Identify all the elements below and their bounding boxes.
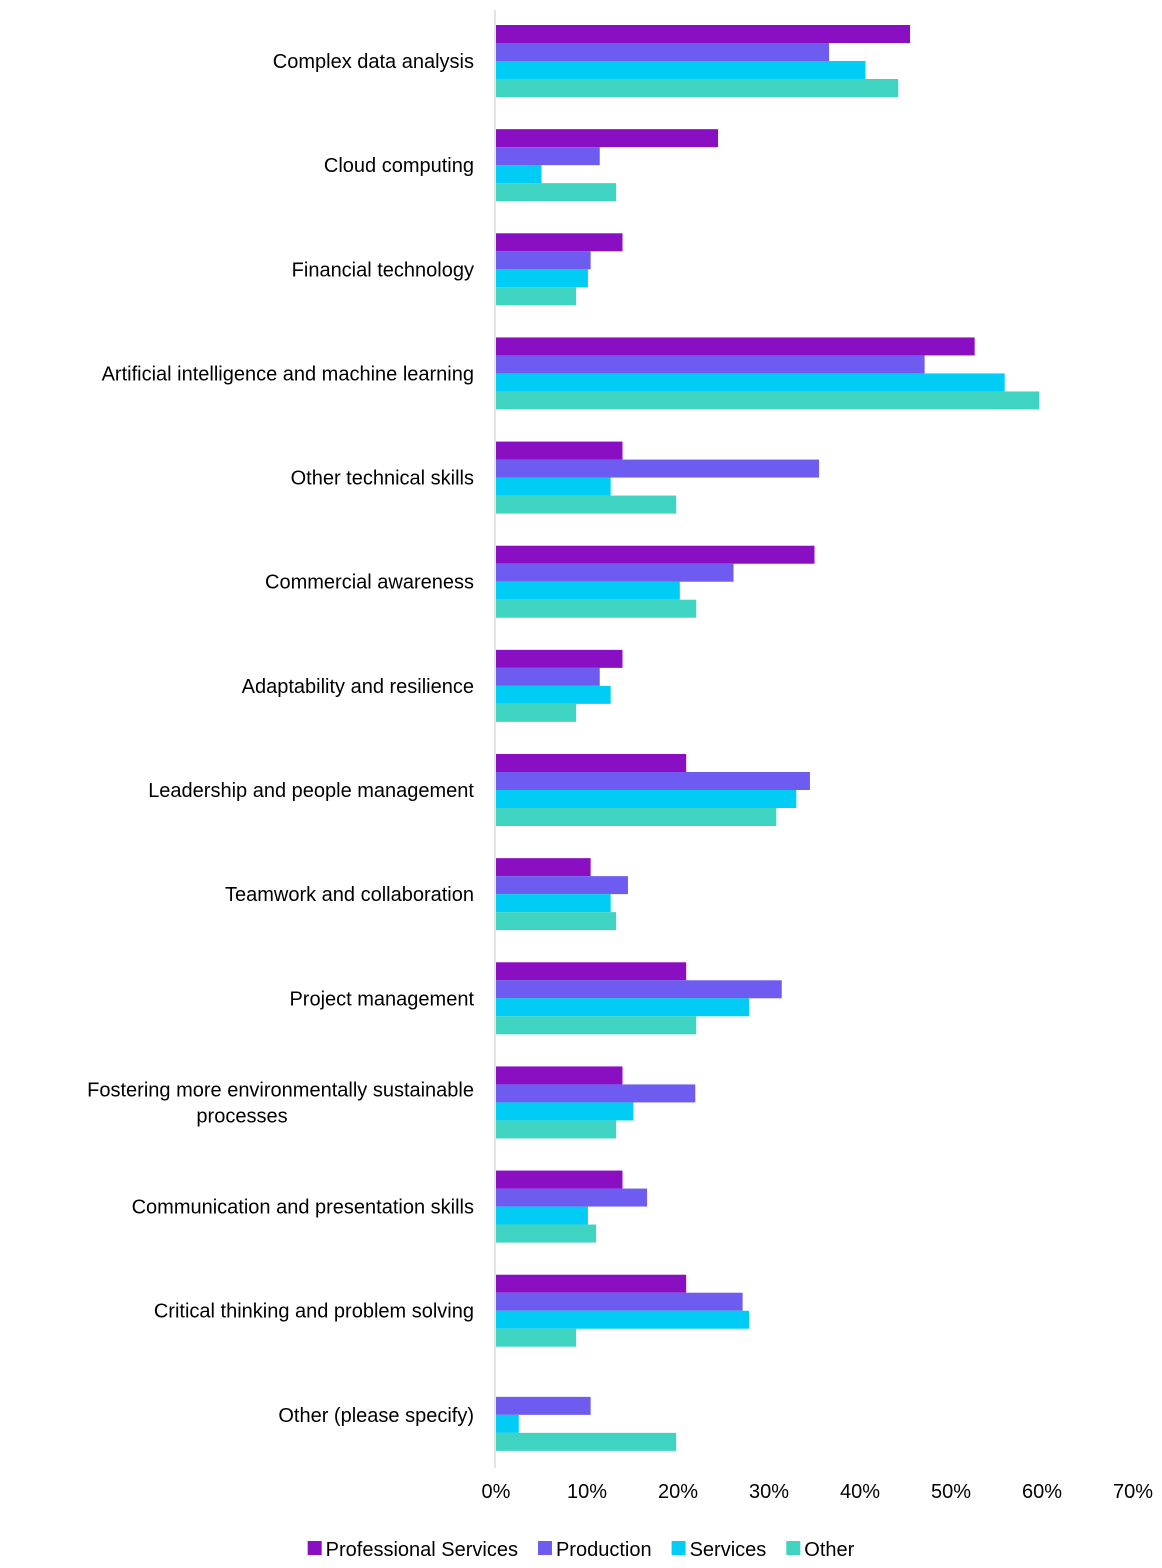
bar-services-6	[496, 685, 611, 704]
bar-other-7	[496, 808, 777, 826]
bar-services-0	[496, 61, 866, 79]
bar-other-12	[496, 1328, 577, 1347]
category-label: Leadership and people management	[148, 780, 474, 802]
bar-other-3	[496, 391, 1040, 410]
category-label: Complex data analysis	[273, 51, 474, 73]
legend-label: Other	[804, 1539, 854, 1561]
x-tick-label: 0%	[482, 1481, 511, 1503]
bar-other-11	[496, 1224, 597, 1243]
legend-swatch-professional-services	[307, 1541, 322, 1555]
category-label: Financial technology	[292, 259, 474, 281]
bar-services-10	[496, 1102, 634, 1121]
bar-other-5	[496, 599, 697, 618]
bar-production-5	[496, 563, 734, 582]
bar-production-4	[496, 459, 820, 478]
bar-services-5	[496, 581, 680, 600]
category-label: Fostering more environmentally sustainab…	[87, 1079, 474, 1101]
bar-production-8	[496, 876, 628, 895]
bar-professional-services-1	[496, 129, 719, 148]
category-label: Commercial awareness	[265, 572, 474, 594]
bar-production-0	[496, 43, 830, 61]
category-label: Communication and presentation skills	[132, 1197, 474, 1219]
bar-services-1	[496, 165, 542, 184]
bar-other-13	[496, 1432, 677, 1451]
bar-other-9	[496, 1016, 697, 1035]
x-tick-label: 60%	[1022, 1481, 1062, 1503]
bar-professional-services-8	[496, 858, 591, 877]
bar-professional-services-10	[496, 1066, 623, 1085]
legend-label: Professional Services	[326, 1539, 518, 1561]
bar-professional-services-5	[496, 545, 815, 564]
bar-other-4	[496, 495, 677, 514]
category-label: Adaptability and resilience	[242, 676, 474, 698]
bar-services-8	[496, 894, 611, 913]
bar-professional-services-7	[496, 754, 687, 772]
bar-other-1	[496, 183, 617, 202]
bar-other-10	[496, 1120, 617, 1139]
bar-services-7	[496, 790, 797, 808]
bar-production-7	[496, 772, 810, 790]
bar-services-4	[496, 477, 611, 496]
category-label: Cloud computing	[324, 155, 474, 177]
category-label: Artificial intelligence and machine lear…	[102, 363, 474, 385]
bar-production-9	[496, 980, 782, 999]
legend-swatch-services	[671, 1541, 686, 1555]
category-label: Other technical skills	[291, 468, 474, 490]
category-label: processes	[196, 1105, 287, 1127]
bar-professional-services-12	[496, 1274, 687, 1293]
bar-services-13	[496, 1414, 519, 1433]
x-tick-label: 20%	[658, 1481, 698, 1503]
bar-professional-services-4	[496, 441, 623, 460]
bar-professional-services-9	[496, 962, 687, 981]
bar-services-9	[496, 998, 749, 1017]
legend-label: Services	[690, 1539, 767, 1561]
bar-professional-services-2	[496, 233, 623, 252]
bar-services-2	[496, 269, 588, 288]
bar-professional-services-6	[496, 649, 623, 668]
bar-professional-services-11	[496, 1170, 623, 1189]
bar-production-6	[496, 667, 600, 686]
category-labels: Complex data analysis Cloud computing Fina…	[87, 51, 474, 1427]
bar-services-3	[496, 373, 1005, 392]
bar-services-11	[496, 1206, 588, 1225]
x-tick-label: 30%	[749, 1481, 789, 1503]
bar-professional-services-0	[496, 25, 911, 43]
x-tick-label: 50%	[931, 1481, 971, 1503]
bar-other-0	[496, 79, 899, 97]
bar-other-8	[496, 912, 617, 931]
bar-other-2	[496, 287, 577, 306]
x-tick-label: 10%	[567, 1481, 607, 1503]
legend-label: Production	[556, 1539, 652, 1561]
bar-production-10	[496, 1084, 696, 1103]
legend-swatch-production	[537, 1541, 552, 1555]
bar-production-3	[496, 355, 925, 374]
x-axis-ticks: 0% 10% 20% 30% 40% 50% 60% 70%	[482, 1481, 1154, 1503]
bars-layer	[496, 25, 1040, 1451]
bar-professional-services-3	[496, 337, 975, 356]
x-tick-label: 70%	[1113, 1481, 1153, 1503]
bar-production-13	[496, 1396, 591, 1415]
category-label: Teamwork and collaboration	[225, 884, 474, 906]
bar-production-2	[496, 251, 591, 270]
category-label: Other (please specify)	[278, 1405, 474, 1427]
bar-services-12	[496, 1310, 749, 1329]
bar-production-11	[496, 1188, 648, 1207]
bar-production-1	[496, 147, 600, 166]
bar-other-6	[496, 703, 577, 722]
category-label: Project management	[289, 988, 474, 1010]
legend: Professional Services Production Services O…	[307, 1539, 855, 1561]
legend-swatch-other	[786, 1541, 801, 1555]
x-tick-label: 40%	[840, 1481, 880, 1503]
bar-production-12	[496, 1292, 743, 1311]
category-label: Critical thinking and problem solving	[154, 1301, 474, 1323]
